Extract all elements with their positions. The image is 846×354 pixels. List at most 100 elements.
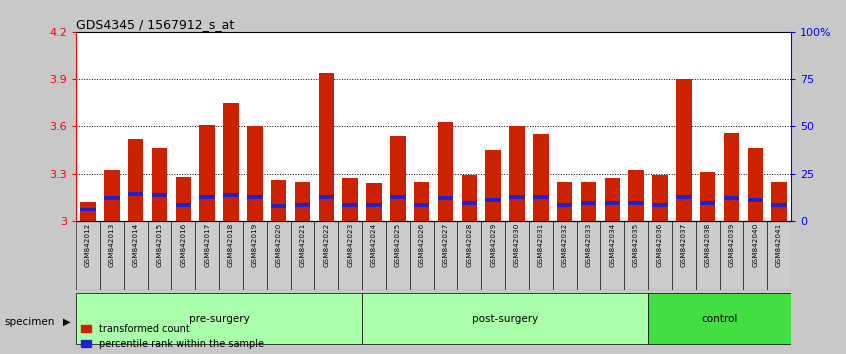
Bar xyxy=(176,203,191,207)
FancyBboxPatch shape xyxy=(434,221,458,290)
FancyBboxPatch shape xyxy=(362,221,386,290)
Bar xyxy=(533,134,548,221)
Bar xyxy=(700,201,716,205)
Legend: transformed count, percentile rank within the sample: transformed count, percentile rank withi… xyxy=(81,324,263,349)
Text: GSM842037: GSM842037 xyxy=(681,223,687,267)
Bar xyxy=(772,203,787,207)
FancyBboxPatch shape xyxy=(409,221,434,290)
Bar xyxy=(343,178,358,221)
Bar xyxy=(271,204,287,208)
Bar xyxy=(437,196,453,200)
FancyBboxPatch shape xyxy=(458,221,481,290)
FancyBboxPatch shape xyxy=(601,221,624,290)
Text: GSM842026: GSM842026 xyxy=(419,223,425,267)
Text: GSM842039: GSM842039 xyxy=(728,223,734,267)
FancyBboxPatch shape xyxy=(147,221,172,290)
Bar xyxy=(580,201,596,205)
Bar xyxy=(676,79,691,221)
Bar xyxy=(533,195,548,199)
Bar xyxy=(486,150,501,221)
Text: GSM842035: GSM842035 xyxy=(633,223,639,267)
Text: GSM842024: GSM842024 xyxy=(371,223,377,267)
Bar xyxy=(557,182,573,221)
Bar xyxy=(151,148,168,221)
Bar xyxy=(80,202,96,221)
FancyBboxPatch shape xyxy=(719,221,744,290)
Bar xyxy=(462,201,477,205)
FancyBboxPatch shape xyxy=(695,221,719,290)
Text: GSM842021: GSM842021 xyxy=(299,223,305,267)
FancyBboxPatch shape xyxy=(291,221,315,290)
Text: GSM842014: GSM842014 xyxy=(133,223,139,267)
Bar xyxy=(414,203,430,207)
FancyBboxPatch shape xyxy=(100,221,124,290)
Text: control: control xyxy=(701,314,738,324)
Text: GSM842022: GSM842022 xyxy=(323,223,329,267)
Bar xyxy=(723,196,739,200)
Bar xyxy=(200,195,215,199)
Bar xyxy=(748,198,763,202)
FancyBboxPatch shape xyxy=(744,221,767,290)
FancyBboxPatch shape xyxy=(124,221,147,290)
Bar xyxy=(652,203,667,207)
Text: pre-surgery: pre-surgery xyxy=(189,314,250,324)
Text: GSM842016: GSM842016 xyxy=(180,223,186,267)
Bar xyxy=(700,172,716,221)
Bar xyxy=(557,203,573,207)
Text: ▶: ▶ xyxy=(63,317,71,327)
FancyBboxPatch shape xyxy=(672,221,695,290)
Bar xyxy=(128,192,144,196)
Text: GSM842036: GSM842036 xyxy=(657,223,663,267)
Bar xyxy=(343,203,358,207)
FancyBboxPatch shape xyxy=(362,293,648,344)
Text: specimen: specimen xyxy=(4,317,55,327)
Bar xyxy=(462,175,477,221)
Bar xyxy=(605,178,620,221)
Bar xyxy=(319,73,334,221)
Text: post-surgery: post-surgery xyxy=(472,314,538,324)
Bar xyxy=(652,175,667,221)
Text: GDS4345 / 1567912_s_at: GDS4345 / 1567912_s_at xyxy=(76,18,234,31)
Bar xyxy=(80,207,96,211)
Text: GSM842030: GSM842030 xyxy=(514,223,520,267)
Bar xyxy=(247,195,262,199)
FancyBboxPatch shape xyxy=(552,221,577,290)
FancyBboxPatch shape xyxy=(648,221,672,290)
FancyBboxPatch shape xyxy=(577,221,601,290)
Text: GSM842015: GSM842015 xyxy=(157,223,162,267)
Bar xyxy=(748,148,763,221)
FancyBboxPatch shape xyxy=(767,221,791,290)
Text: GSM842028: GSM842028 xyxy=(466,223,472,267)
Bar xyxy=(437,122,453,221)
Bar xyxy=(629,201,644,205)
Bar xyxy=(223,103,239,221)
Bar xyxy=(629,171,644,221)
Bar xyxy=(509,195,525,199)
Bar xyxy=(247,126,262,221)
Bar xyxy=(486,198,501,202)
Bar xyxy=(414,182,430,221)
FancyBboxPatch shape xyxy=(386,221,409,290)
Bar xyxy=(104,171,119,221)
Bar xyxy=(128,139,144,221)
Bar xyxy=(294,182,310,221)
Text: GSM842025: GSM842025 xyxy=(395,223,401,267)
Text: GSM842012: GSM842012 xyxy=(85,223,91,267)
Text: GSM842040: GSM842040 xyxy=(752,223,758,267)
Bar xyxy=(200,125,215,221)
FancyBboxPatch shape xyxy=(76,293,362,344)
Text: GSM842019: GSM842019 xyxy=(252,223,258,267)
FancyBboxPatch shape xyxy=(243,221,266,290)
FancyBboxPatch shape xyxy=(172,221,195,290)
Bar xyxy=(390,136,405,221)
Bar xyxy=(772,182,787,221)
FancyBboxPatch shape xyxy=(195,221,219,290)
Bar xyxy=(366,203,382,207)
FancyBboxPatch shape xyxy=(624,221,648,290)
Bar xyxy=(294,203,310,207)
Text: GSM842031: GSM842031 xyxy=(538,223,544,267)
FancyBboxPatch shape xyxy=(338,221,362,290)
FancyBboxPatch shape xyxy=(266,221,291,290)
Bar xyxy=(390,195,405,199)
Text: GSM842034: GSM842034 xyxy=(609,223,615,267)
